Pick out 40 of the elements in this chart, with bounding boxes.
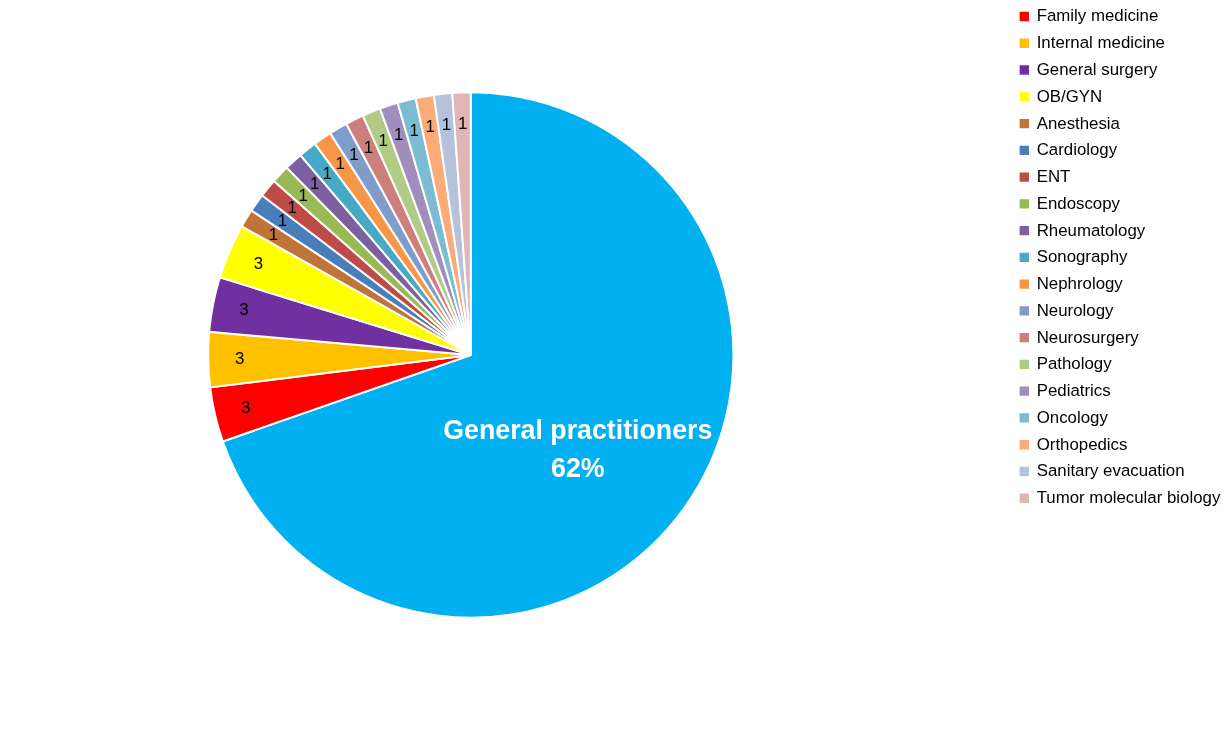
legend-label: Nephrology [1036,274,1124,294]
legend-label: Neurology [1036,300,1114,320]
legend-label: Sanitary evacuation [1036,461,1185,481]
legend-label: Neurosurgery [1036,327,1140,347]
legend-label: Pediatrics [1036,381,1111,401]
legend-label: ENT [1036,167,1071,187]
data-label: 1 [349,145,359,165]
slice-label: General practitioners [443,414,713,445]
data-label: 1 [409,120,419,140]
data-label: 1 [457,113,468,133]
legend-label: Anesthesia [1036,113,1121,133]
data-label: 62% [551,452,605,483]
legend-label: Pathology [1036,354,1113,374]
data-label: 1 [363,137,374,157]
data-label: 3 [235,349,245,369]
legend-label: Sonography [1036,247,1129,267]
data-label: 1 [298,185,308,205]
data-label: 3 [253,253,264,273]
legend-label: Orthopedics [1036,434,1128,454]
legend-label: Internal medicine [1036,33,1165,53]
legend-label: Tumor molecular biology [1036,488,1221,508]
legend-label: General surgery [1036,60,1158,80]
data-label: 1 [393,125,404,145]
legend-label: Endoscopy [1036,193,1121,213]
legend-label: Cardiology [1036,140,1118,160]
legend-label: Family medicine [1036,6,1159,26]
data-label: 3 [241,397,251,417]
data-label: 1 [277,211,288,231]
data-label: 1 [287,198,297,218]
legend-label: Rheumatology [1036,220,1146,240]
data-label: 1 [425,117,435,137]
legend-label: Oncology [1036,407,1109,427]
data-label: 1 [268,224,279,244]
legend-label: OB/GYN [1036,86,1103,106]
data-label: 1 [335,154,345,174]
data-label: 3 [239,300,249,320]
data-label: 1 [322,163,332,183]
data-label: 1 [441,115,452,135]
data-label: 1 [378,131,388,151]
data-label: 1 [310,174,320,194]
